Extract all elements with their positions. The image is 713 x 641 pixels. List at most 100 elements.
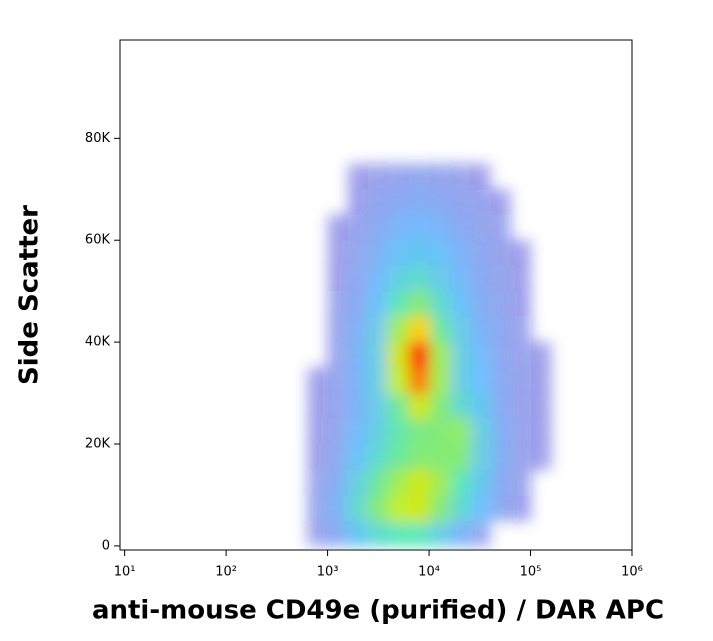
density-cell xyxy=(449,240,471,267)
density-cell xyxy=(429,240,450,267)
density-cell xyxy=(408,342,430,369)
density-cell xyxy=(347,214,369,241)
density-cell xyxy=(551,215,572,241)
density-cell xyxy=(489,316,511,343)
density-cell xyxy=(327,444,349,471)
density-cell xyxy=(490,164,511,190)
density-cell xyxy=(531,240,552,266)
density-cell xyxy=(551,470,572,496)
density-cell xyxy=(489,367,511,394)
density-cell xyxy=(510,342,532,369)
density-cell xyxy=(307,393,329,420)
density-cell xyxy=(368,367,389,394)
density-cell xyxy=(388,520,410,547)
density-cell xyxy=(531,520,552,546)
density-cell xyxy=(469,367,491,394)
density-cell xyxy=(408,520,430,547)
density-cell xyxy=(531,495,552,521)
density-cell xyxy=(449,444,471,471)
density-cell xyxy=(347,265,369,292)
density-cell xyxy=(307,469,329,496)
density-cell xyxy=(531,189,552,215)
density-cell xyxy=(347,444,369,471)
x-tick-label: 10⁴ xyxy=(418,565,440,580)
density-cell xyxy=(388,393,410,420)
density-cell xyxy=(388,240,410,267)
density-cell xyxy=(510,291,532,318)
density-cell xyxy=(368,520,389,547)
density-cell xyxy=(510,367,532,394)
density-cell xyxy=(551,419,572,445)
density-cell xyxy=(347,163,369,190)
density-cell xyxy=(489,418,511,445)
density-cell xyxy=(449,494,471,521)
density-cell xyxy=(489,240,511,267)
density-cell xyxy=(429,494,450,521)
density-cell xyxy=(489,342,511,369)
density-cell xyxy=(388,189,410,216)
density-cell xyxy=(489,494,511,521)
density-cell xyxy=(388,367,410,394)
density-cell xyxy=(327,214,349,241)
density-cell xyxy=(469,316,491,343)
density-cell xyxy=(510,393,532,420)
density-cell xyxy=(469,240,491,267)
density-cell xyxy=(408,418,430,445)
density-cell xyxy=(530,393,552,420)
density-cell xyxy=(408,367,430,394)
density-cell xyxy=(388,444,410,471)
density-cell xyxy=(429,163,450,190)
density-cell xyxy=(327,316,349,343)
density-cloud xyxy=(307,163,572,547)
density-cell xyxy=(531,164,552,190)
y-tick-label: 20K xyxy=(85,437,111,452)
density-cell xyxy=(449,265,471,292)
density-cell xyxy=(510,418,532,445)
density-cell xyxy=(489,444,511,471)
density-cell xyxy=(449,367,471,394)
density-cell xyxy=(469,494,491,521)
density-cell xyxy=(469,163,491,190)
density-cell xyxy=(368,189,389,216)
density-cell xyxy=(449,189,471,216)
density-cell xyxy=(307,291,328,317)
density-cell xyxy=(489,214,511,241)
density-cell xyxy=(510,240,532,267)
density-cell xyxy=(368,494,389,521)
density-cell xyxy=(429,367,450,394)
density-cell xyxy=(388,163,410,190)
density-cell xyxy=(469,214,491,241)
density-cell xyxy=(347,342,369,369)
density-cell xyxy=(327,393,349,420)
density-cell xyxy=(510,494,532,521)
density-cell xyxy=(307,215,328,241)
density-cell xyxy=(429,214,450,241)
density-cell xyxy=(388,316,410,343)
density-cell xyxy=(388,469,410,496)
density-cell xyxy=(551,317,572,343)
density-cell xyxy=(368,393,389,420)
density-cell xyxy=(530,342,552,369)
plot-frame xyxy=(119,39,633,551)
density-cell xyxy=(531,317,552,343)
density-cell xyxy=(307,418,329,445)
density-cell xyxy=(530,367,552,394)
density-cell xyxy=(429,316,450,343)
density-cell xyxy=(531,266,552,292)
density-cell xyxy=(510,215,531,241)
x-tick-label: 10⁵ xyxy=(520,565,542,580)
x-tick-label: 10⁶ xyxy=(621,565,643,580)
density-cell xyxy=(469,189,491,216)
density-cell xyxy=(469,469,491,496)
density-cell xyxy=(449,342,471,369)
density-cell xyxy=(449,418,471,445)
density-cell xyxy=(307,266,328,292)
density-cell xyxy=(368,291,389,318)
density-cell xyxy=(551,520,572,546)
x-tick-label: 10³ xyxy=(317,565,339,580)
density-cell xyxy=(327,240,349,267)
density-cell xyxy=(510,265,532,292)
density-cell xyxy=(469,342,491,369)
density-cell xyxy=(429,189,450,216)
density-cell xyxy=(429,291,450,318)
